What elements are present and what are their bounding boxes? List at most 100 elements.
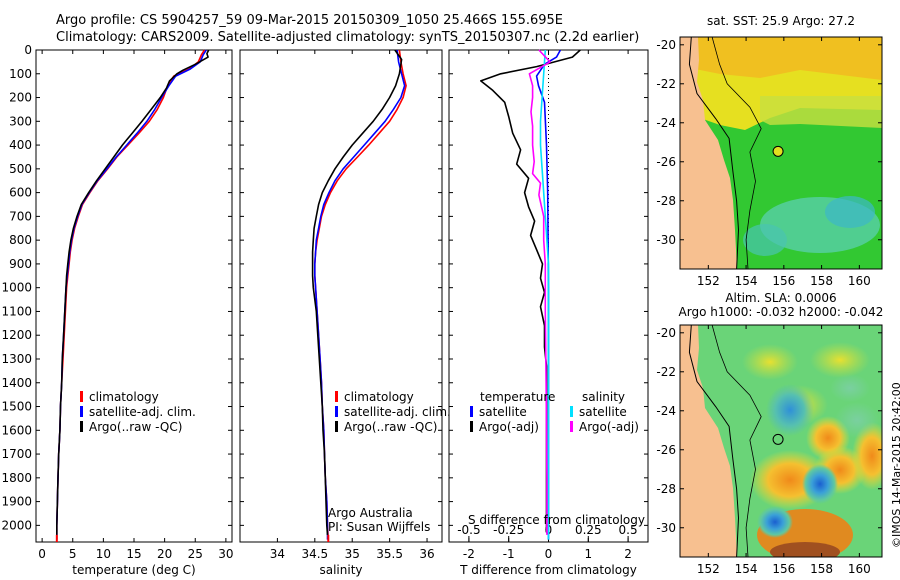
x-tick-label: 35.5 (376, 547, 403, 561)
map-y-tick-label: -22 (656, 77, 676, 91)
map-axes-sst_map: 152 154 156 158 160 -20 -22 -24 -26 -28 -30 (656, 36, 882, 288)
map-x-tick-label: 152 (697, 562, 720, 576)
plot-frame (239, 49, 443, 543)
y-tick-label: 1800 (1, 471, 32, 485)
series-line-salinity-argo-adj- (528, 49, 551, 535)
legend-label: Argo(..raw -QC) (89, 420, 183, 434)
x-tick-label: 10 (96, 547, 111, 561)
x-tick-label: 5 (69, 547, 77, 561)
y-tick-label: 300 (9, 114, 32, 128)
diff-x2-label: S difference from climatology (468, 513, 645, 527)
x-axis-label: salinity (319, 563, 362, 577)
legend-group-title: salinity (582, 390, 626, 404)
legend-label: satellite-adj. clim. (344, 405, 451, 419)
panel-salinity: 34 34.5 35 35.5 36 salinity (239, 49, 443, 577)
legend-item: satellite (466, 405, 555, 420)
sst-map-frame (679, 36, 883, 270)
y-tick-label: 1500 (1, 400, 32, 414)
map-x-tick-label: 156 (772, 274, 795, 288)
legend-item-satellite: satellite-adj. clim. (335, 405, 451, 420)
y-tick-label: 400 (9, 138, 32, 152)
x-tick-label: -2 (463, 547, 475, 561)
y-tick-label: 1300 (1, 352, 32, 366)
legend-label: Argo(-adj) (479, 420, 539, 434)
series-line-argo-raw-qc- (311, 49, 403, 535)
y-tick-label: 900 (9, 257, 32, 271)
y-tick-label: 200 (9, 91, 32, 105)
annotation-line: Argo Australia (328, 506, 413, 520)
x-tick-label: 2 (624, 547, 632, 561)
sla-map-frame (679, 324, 883, 558)
panel-difference: -2 -1 0 1 2 T difference from climatology -0.5… (448, 49, 649, 577)
legend-group-title: temperature (480, 390, 556, 404)
legend-label: satellite (579, 405, 627, 419)
y-tick-label: 600 (9, 186, 32, 200)
legend-swatch-black (80, 421, 83, 432)
x-tick-label: 0 (38, 547, 46, 561)
legend-swatch-red (80, 391, 83, 402)
profile-location-marker (772, 433, 784, 445)
sst-map-title: sat. SST: 25.9 Argo: 27.2 (706, 14, 856, 28)
legend-item-argo: Argo(..raw -QC) (335, 420, 451, 435)
header: Argo profile: CS 5904257_59 09-Mar-2015 … (56, 12, 676, 46)
map-y-tick-label: -26 (656, 155, 676, 169)
y-tick-label: 1600 (1, 423, 32, 437)
annotation-line: PI: Susan Wijffels (328, 520, 431, 534)
x-tick-label: 34 (270, 547, 285, 561)
map-y-tick-label: -26 (656, 443, 676, 457)
timestamp: ©IMOS 14-Mar-2015 20:42:00 (890, 382, 900, 548)
x-tick-label: 30 (218, 547, 233, 561)
x-axis-label: T difference from climatology (459, 563, 637, 577)
legend-item-argo: Argo(..raw -QC) (80, 420, 196, 435)
sla-map-subtitle: Argo h1000: -0.032 h2000: -0.042 (678, 305, 884, 319)
legend-label: satellite-adj. clim. (89, 405, 196, 419)
y-tick-label: 1700 (1, 447, 32, 461)
legend-item: Argo(-adj) (466, 420, 555, 435)
y-tick-label: 1900 (1, 495, 32, 509)
legend-item-climatology: climatology (335, 390, 451, 405)
legend-swatch-blue (470, 406, 473, 417)
legend-label: climatology (89, 390, 159, 404)
map-x-tick-label: 154 (735, 562, 758, 576)
plot-title-line2: Climatology: CARS2009. Satellite-adjuste… (56, 30, 640, 45)
series-line-temperature-satellite (535, 49, 562, 540)
y-tick-label: 500 (9, 162, 32, 176)
legend-label: Argo(..raw -QC) (344, 420, 438, 434)
shelf-contour (711, 324, 762, 558)
y-tick-label: 2000 (1, 518, 32, 532)
legend-label: climatology (344, 390, 414, 404)
sla-map (679, 324, 883, 558)
y-tick-label: 1100 (1, 304, 32, 318)
x-tick-label: 35 (345, 547, 360, 561)
sal-annotation: Argo Australia PI: Susan Wijffels (328, 506, 430, 534)
map-y-tick-label: -30 (656, 521, 676, 535)
y-tick-label: 100 (9, 67, 32, 81)
legend-item: Argo(-adj) (570, 420, 639, 435)
x2-tick-label: 0.25 (575, 523, 602, 537)
shelf-contour (711, 36, 762, 270)
sla-map-title: Altim. SLA: 0.0006 (725, 291, 837, 305)
map-x-tick-label: 160 (848, 562, 871, 576)
series-line-temperature-argo-adj- (479, 49, 581, 533)
coastline (688, 324, 740, 558)
x-tick-label: 15 (126, 547, 141, 561)
legend-group-temperature: temperature satellite Argo(-adj) (466, 390, 555, 435)
y-tick-label: 1400 (1, 376, 32, 390)
x-tick-label: 25 (188, 547, 203, 561)
map-y-tick-label: -28 (656, 482, 676, 496)
x-tick-label: 34.5 (301, 547, 328, 561)
legend-label: satellite (479, 405, 527, 419)
x-tick-label: -1 (503, 547, 515, 561)
map-axes-sla_map: 152 154 156 158 160 -20 -22 -24 -26 -28 -30 (656, 324, 882, 576)
y-tick-label: 700 (9, 209, 32, 223)
profile-location-marker (772, 145, 784, 157)
x-tick-label: 36 (419, 547, 434, 561)
map-x-tick-label: 160 (848, 274, 871, 288)
legend-swatch-magenta (570, 421, 573, 432)
y-tick-label: 1000 (1, 281, 32, 295)
map-y-tick-label: -30 (656, 233, 676, 247)
x2-tick-label: -0.25 (493, 523, 524, 537)
legend-swatch-red (335, 391, 338, 402)
legend-swatch-cyan (570, 406, 573, 417)
